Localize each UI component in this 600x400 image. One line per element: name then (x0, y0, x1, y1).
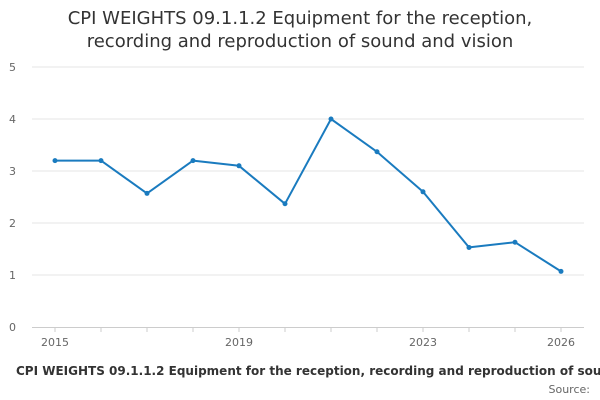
y-tick-label-1: 1 (9, 269, 16, 282)
x-axis (32, 327, 584, 332)
grid-lines (32, 66, 584, 276)
source-label: Source: (548, 383, 591, 396)
legend: CPI WEIGHTS 09.1.1.2 Equipment for the r… (0, 364, 600, 378)
data-point-2018 (190, 158, 196, 164)
y-tick-label-4: 4 (9, 113, 16, 126)
chart-title-line-1: CPI WEIGHTS 09.1.1.2 Equipment for the r… (67, 8, 533, 29)
data-point-2021 (328, 116, 334, 122)
y-axis-ticks: 0 1 2 3 4 5 (9, 61, 16, 334)
x-tick-label-2019: 2019 (225, 336, 253, 349)
x-tick-label-2023: 2023 (409, 336, 437, 349)
data-point-2019 (236, 163, 242, 169)
series-line-0 (54, 118, 562, 273)
y-tick-label-5: 5 (9, 61, 16, 74)
chart-title-line-2: recording and reproduction of sound and … (86, 31, 514, 52)
chart-title: CPI WEIGHTS 09.1.1.2 Equipment for the r… (0, 7, 600, 53)
x-tick-label-2026: 2026 (547, 336, 575, 349)
data-point-2022 (374, 149, 380, 155)
data-point-2024 (466, 244, 472, 250)
data-point-2016 (98, 158, 104, 164)
y-tick-label-0: 0 (9, 321, 16, 334)
y-tick-label-2: 2 (9, 217, 16, 230)
x-tick-label-2015: 2015 (41, 336, 69, 349)
data-point-2015 (52, 158, 58, 164)
data-point-2025 (512, 239, 518, 245)
data-point-2020 (282, 201, 288, 207)
legend-item-label: CPI WEIGHTS 09.1.1.2 Equipment for the r… (16, 364, 600, 378)
series-group (52, 116, 564, 274)
data-point-2026 (558, 268, 564, 274)
data-point-2017 (144, 190, 150, 196)
x-axis-tick-labels: 2015 2019 2023 2026 (41, 336, 575, 349)
data-point-2023 (420, 189, 426, 195)
y-tick-label-3: 3 (9, 165, 16, 178)
